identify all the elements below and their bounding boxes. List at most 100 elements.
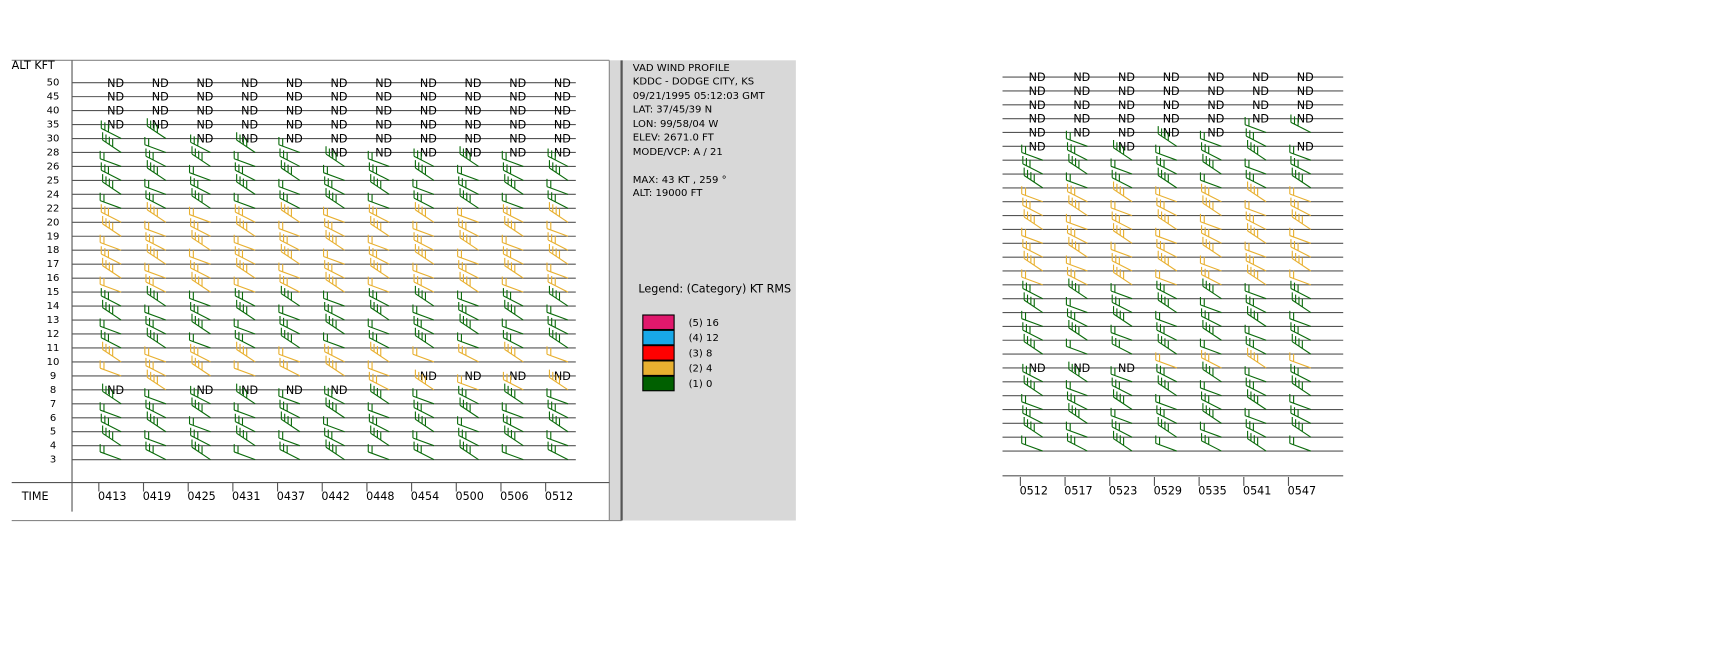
no-data: ND — [509, 77, 526, 90]
wind-barb — [233, 402, 256, 419]
wind-barb — [99, 150, 122, 167]
wind-barb — [325, 271, 345, 293]
no-data: ND — [1207, 71, 1224, 84]
wind-barb — [1199, 213, 1222, 230]
wind-barb — [323, 248, 345, 265]
wind-barb — [1201, 349, 1222, 369]
wind-barb — [190, 385, 211, 405]
no-data: ND — [375, 91, 392, 104]
altitude-label: 19 — [47, 231, 60, 242]
wind-barb — [501, 444, 524, 461]
legend-swatch — [642, 345, 675, 361]
wind-barb — [1157, 250, 1178, 272]
wind-barb — [1199, 172, 1222, 189]
no-data: ND — [1029, 85, 1046, 98]
wind-barb — [146, 327, 167, 349]
wind-barb — [546, 430, 569, 447]
wind-barb — [1199, 297, 1222, 314]
wind-barb — [1065, 421, 1088, 438]
wind-barb — [190, 302, 211, 321]
no-data: ND — [1029, 362, 1046, 375]
no-data: ND — [375, 105, 392, 118]
wind-barb — [144, 304, 167, 321]
no-data: ND — [554, 105, 571, 118]
wind-barb — [1199, 421, 1222, 438]
no-data: ND — [196, 133, 213, 146]
wind-barb — [99, 318, 122, 335]
wind-barb — [234, 288, 256, 307]
wind-barb — [100, 329, 122, 349]
wind-barb — [1245, 128, 1267, 147]
no-data: ND — [509, 370, 526, 383]
wind-barb — [414, 202, 435, 223]
no-data: ND — [331, 119, 348, 132]
wind-barb — [1247, 181, 1267, 203]
wind-barb — [1068, 195, 1088, 217]
no-data: ND — [1029, 113, 1046, 126]
wind-barb — [1245, 419, 1267, 438]
time-label: 0500 — [455, 490, 483, 503]
info-line: LON: 99/58/04 W — [633, 119, 719, 130]
wind-barb — [145, 316, 167, 335]
wind-barb — [145, 190, 167, 209]
wind-barb — [144, 346, 167, 363]
wind-barb — [368, 246, 390, 265]
wind-barb — [1066, 308, 1088, 327]
no-data: ND — [286, 133, 303, 146]
wind-barb — [144, 388, 167, 405]
wind-barb — [278, 220, 301, 237]
altitude-label: 13 — [47, 315, 60, 326]
wind-barb — [100, 162, 122, 181]
wind-barb — [278, 346, 301, 363]
no-data: ND — [241, 91, 258, 104]
altitude-label: 8 — [50, 385, 56, 396]
wind-barb — [278, 304, 301, 321]
altitude-label: 5 — [50, 427, 56, 438]
wind-barb — [279, 274, 301, 293]
no-data: ND — [420, 77, 437, 90]
wind-barb — [1111, 253, 1133, 272]
wind-barb — [1022, 239, 1043, 258]
no-data: ND — [196, 77, 213, 90]
no-data: ND — [1029, 99, 1046, 112]
no-data: ND — [196, 384, 213, 397]
wind-barb — [501, 318, 524, 335]
wind-barb — [547, 232, 569, 251]
wind-barb — [457, 290, 479, 307]
wind-barb — [1112, 181, 1133, 203]
wind-barb — [145, 399, 167, 419]
wind-barb — [324, 343, 345, 363]
wind-barb — [145, 441, 167, 461]
wind-barb — [188, 290, 211, 307]
wind-barb — [504, 174, 524, 195]
wind-barb — [546, 304, 569, 321]
wind-barb — [1155, 393, 1177, 411]
time-label: 0448 — [366, 490, 394, 503]
wind-barb — [370, 174, 390, 195]
no-data: ND — [465, 119, 482, 132]
wind-barb — [191, 146, 211, 167]
wind-barb — [1112, 139, 1133, 161]
wind-barb — [1065, 297, 1088, 314]
wind-barb — [102, 257, 122, 279]
no-data: ND — [1207, 85, 1224, 98]
altitude-label: 17 — [47, 259, 60, 270]
wind-barb — [368, 204, 390, 223]
wind-barb — [412, 262, 435, 279]
wind-barb — [1244, 241, 1267, 258]
wind-barb — [102, 132, 122, 153]
wind-barb — [1156, 280, 1178, 300]
wind-barb — [1156, 156, 1178, 175]
wind-barb — [99, 444, 122, 461]
info-line: LAT: 37/45/39 N — [633, 104, 712, 115]
no-data: ND — [1118, 127, 1135, 140]
no-data: ND — [465, 91, 482, 104]
legend-swatch — [642, 375, 675, 392]
wind-barb — [504, 383, 524, 405]
wind-barb — [1022, 280, 1043, 300]
no-data: ND — [420, 147, 437, 160]
wind-barb — [99, 276, 122, 293]
wind-barb — [367, 444, 390, 461]
no-data: ND — [1163, 71, 1180, 84]
info-line: MODE/VCP: A / 21 — [633, 147, 723, 158]
